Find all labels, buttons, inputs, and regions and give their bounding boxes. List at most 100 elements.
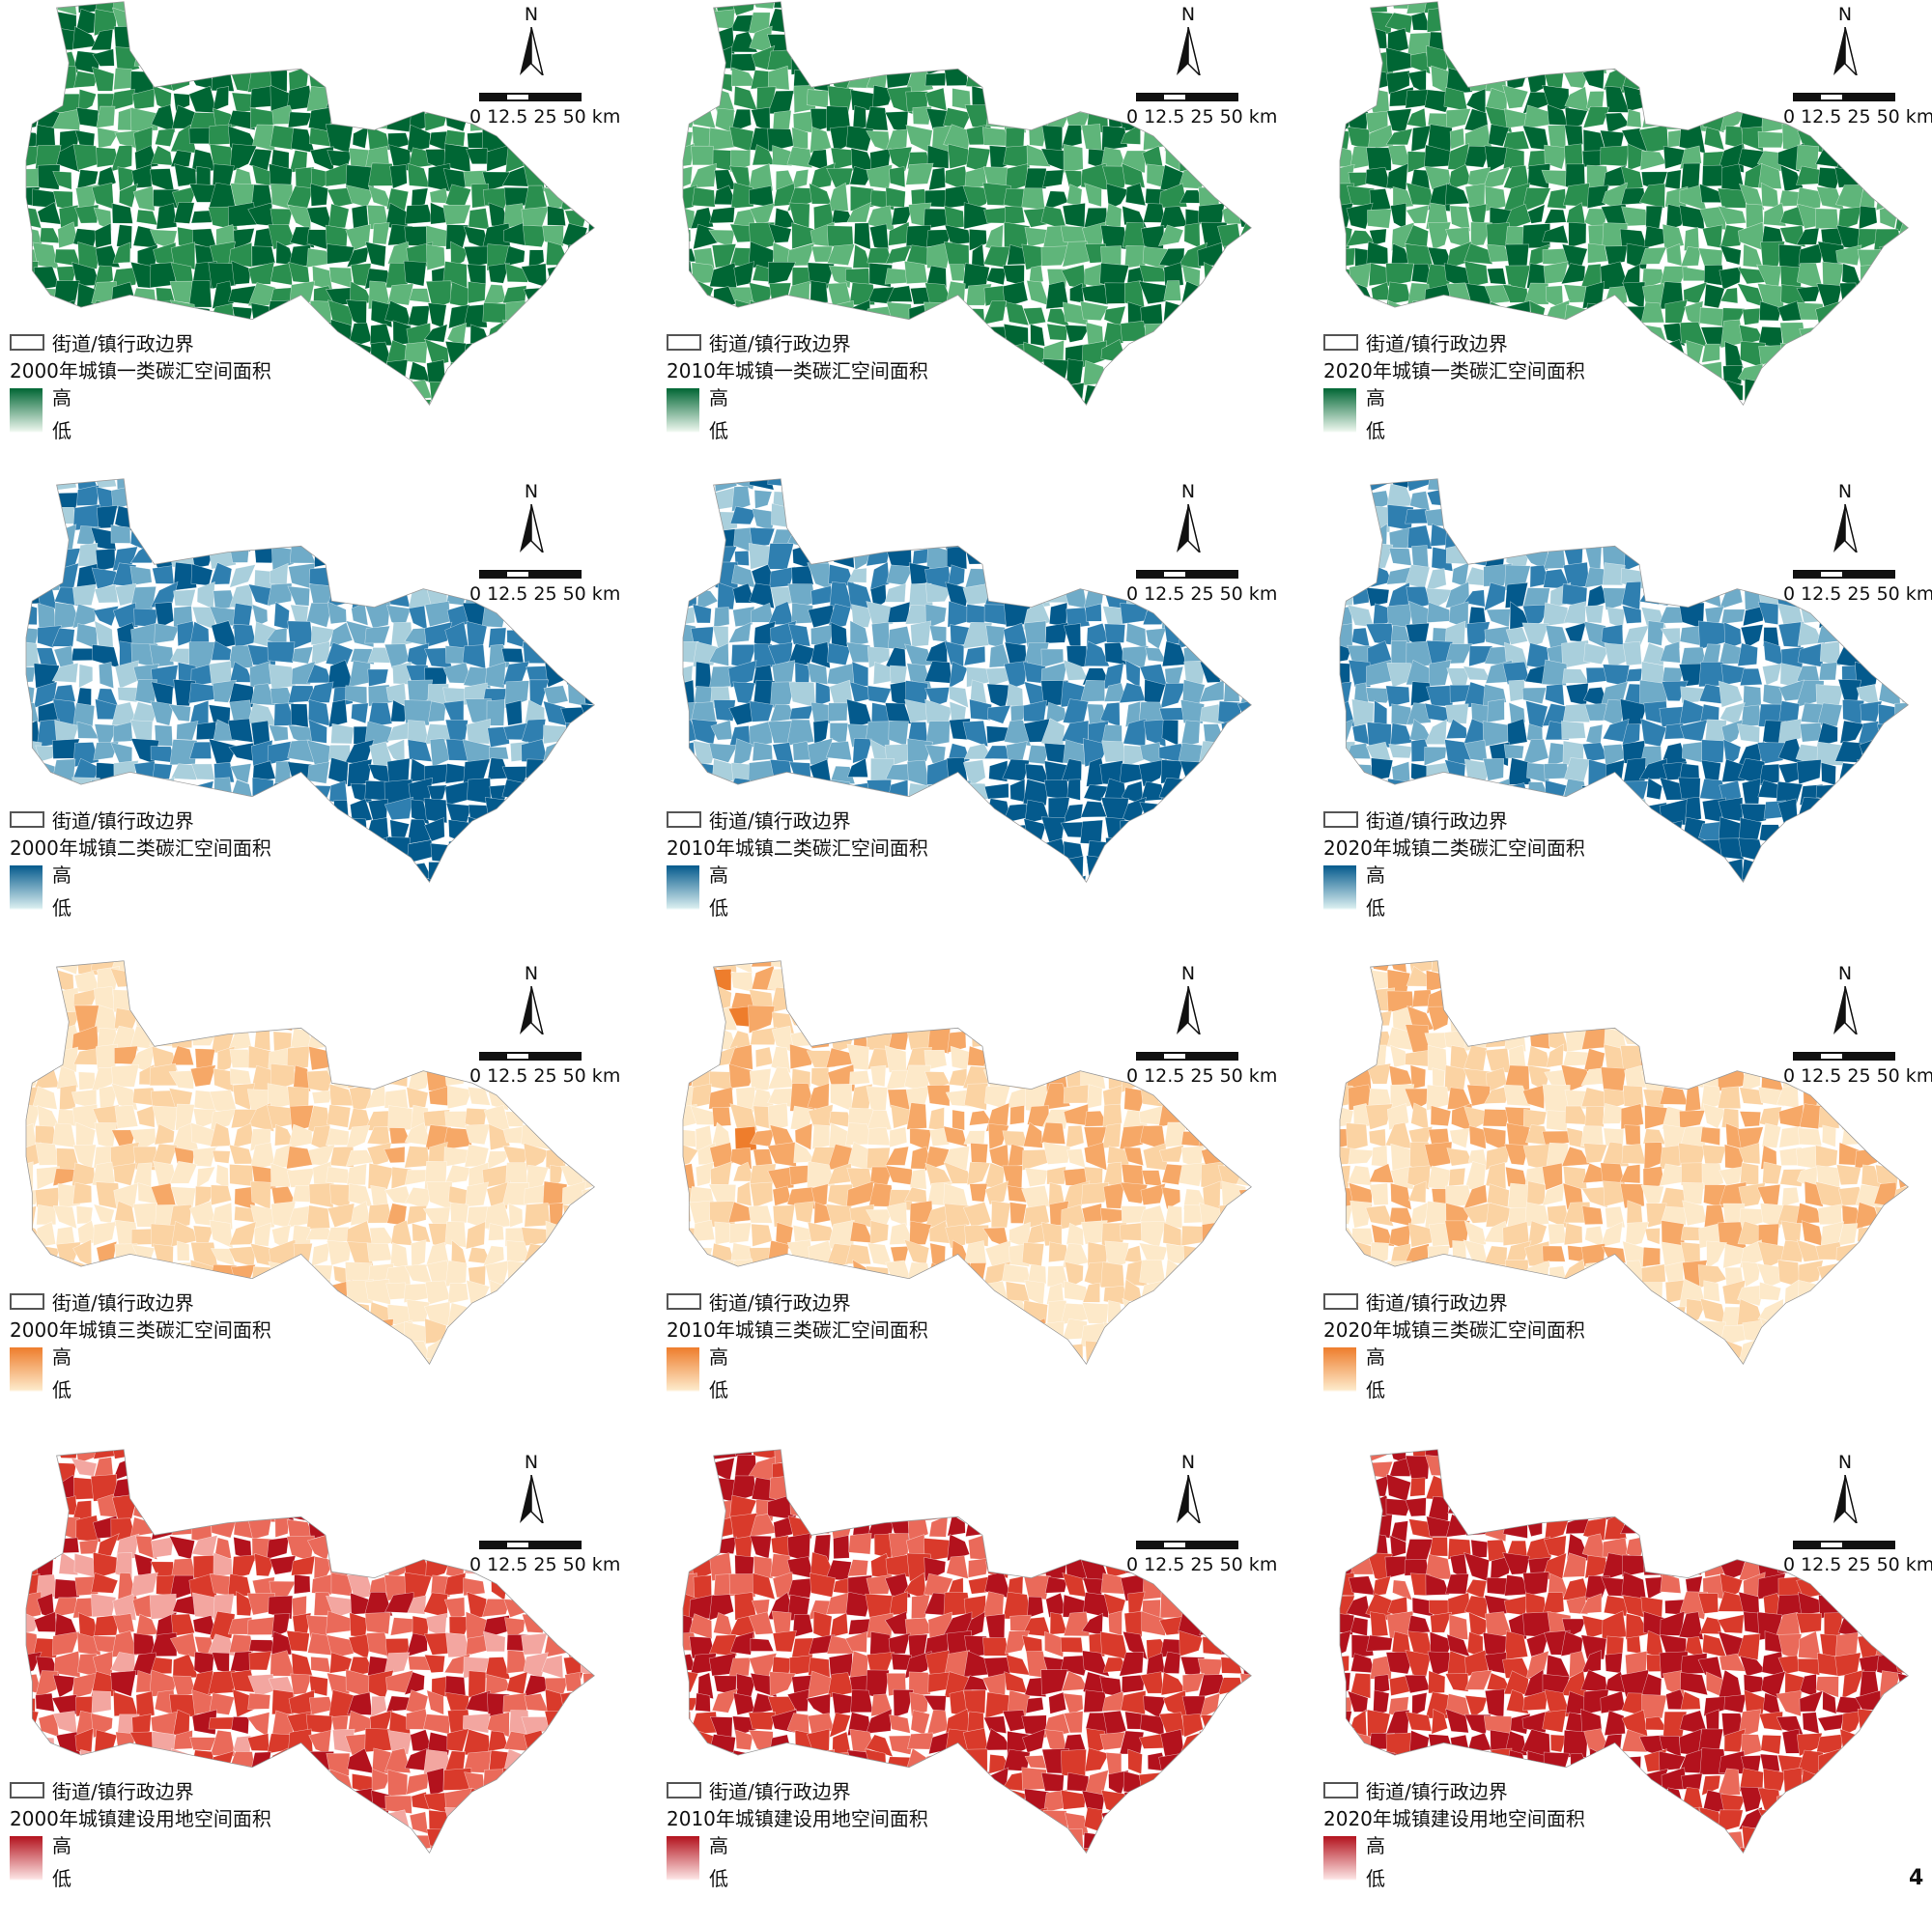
town-region <box>564 287 583 309</box>
town-region <box>1238 243 1264 269</box>
town-region <box>365 876 392 900</box>
town-region <box>169 704 190 722</box>
town-region <box>327 477 349 493</box>
town-region <box>189 399 213 425</box>
town-region <box>310 0 327 16</box>
town-region <box>196 959 216 974</box>
town-region <box>1903 283 1918 305</box>
town-region <box>268 875 293 902</box>
town-region <box>1685 420 1706 425</box>
town-region <box>1561 721 1585 739</box>
town-region <box>174 504 198 527</box>
town-region <box>1445 507 1470 530</box>
town-region <box>1223 382 1245 407</box>
town-region <box>890 877 905 902</box>
town-region <box>1244 608 1264 629</box>
town-region <box>8 966 19 995</box>
town-region <box>1744 564 1762 590</box>
town-region <box>949 900 971 902</box>
town-region <box>1240 837 1260 859</box>
town-region <box>1508 477 1527 486</box>
town-region <box>1626 508 1641 530</box>
town-region <box>1802 817 1818 841</box>
town-region <box>1084 477 1107 492</box>
town-region <box>1777 545 1802 567</box>
town-region <box>904 261 927 284</box>
town-region <box>485 418 505 425</box>
town-region <box>926 818 945 844</box>
town-region <box>1758 131 1784 148</box>
town-region <box>585 9 607 32</box>
town-region <box>693 604 711 623</box>
town-region <box>328 10 353 32</box>
town-region <box>523 781 547 801</box>
town-region <box>488 818 505 840</box>
town-region <box>549 899 568 902</box>
town-region <box>1202 381 1225 406</box>
town-region <box>8 1026 14 1050</box>
town-region <box>155 778 175 807</box>
town-region <box>1680 525 1698 552</box>
town-region <box>405 1170 427 1185</box>
town-region <box>675 543 697 571</box>
town-region <box>1646 422 1662 425</box>
town-region <box>1703 509 1725 529</box>
town-region <box>328 417 354 425</box>
town-region <box>852 28 867 47</box>
town-region <box>213 1150 230 1163</box>
town-region <box>1603 816 1629 843</box>
town-region <box>691 146 716 165</box>
town-region <box>1740 0 1766 8</box>
town-region <box>1504 421 1530 425</box>
town-region <box>426 244 444 270</box>
town-region <box>1625 362 1649 384</box>
town-region <box>1601 9 1626 28</box>
town-region <box>466 857 489 882</box>
town-region <box>972 86 991 108</box>
town-region <box>665 726 677 745</box>
town-region <box>1179 339 1208 366</box>
town-region <box>1107 365 1128 386</box>
town-region <box>464 423 491 425</box>
town-region <box>306 1009 328 1026</box>
town-region <box>330 0 352 14</box>
town-region <box>1120 683 1146 703</box>
town-region <box>581 626 602 643</box>
town-region <box>248 26 274 52</box>
town-region <box>1006 49 1031 74</box>
town-region <box>1468 398 1488 418</box>
town-region <box>1581 786 1603 806</box>
town-region <box>1815 150 1839 167</box>
town-region <box>1780 526 1804 550</box>
town-region <box>1626 668 1641 682</box>
town-region <box>468 816 490 839</box>
town-region <box>1198 285 1224 306</box>
town-region <box>134 894 152 902</box>
town-region <box>269 665 296 690</box>
town-region <box>1857 778 1880 805</box>
town-region <box>468 282 485 303</box>
town-region <box>1915 29 1920 51</box>
legend-title: 2020年城镇一类碳汇空间面积 <box>1323 355 1585 382</box>
town-region <box>694 85 715 105</box>
town-region <box>425 108 449 130</box>
town-region <box>330 723 354 744</box>
town-region <box>1063 203 1085 227</box>
town-region <box>1822 344 1843 365</box>
town-region <box>912 11 932 32</box>
town-region <box>984 208 1008 223</box>
town-region <box>367 488 391 512</box>
town-region <box>600 145 607 169</box>
north-arrow-icon <box>1175 504 1202 552</box>
town-region <box>8 1110 18 1131</box>
north-arrow: N <box>1169 481 1208 552</box>
town-region <box>603 166 607 189</box>
town-region <box>1780 343 1804 368</box>
town-region <box>811 586 834 606</box>
town-region <box>542 858 567 878</box>
town-region <box>665 764 679 786</box>
town-region <box>1321 222 1332 246</box>
town-region <box>560 800 587 818</box>
town-region <box>1008 856 1022 879</box>
